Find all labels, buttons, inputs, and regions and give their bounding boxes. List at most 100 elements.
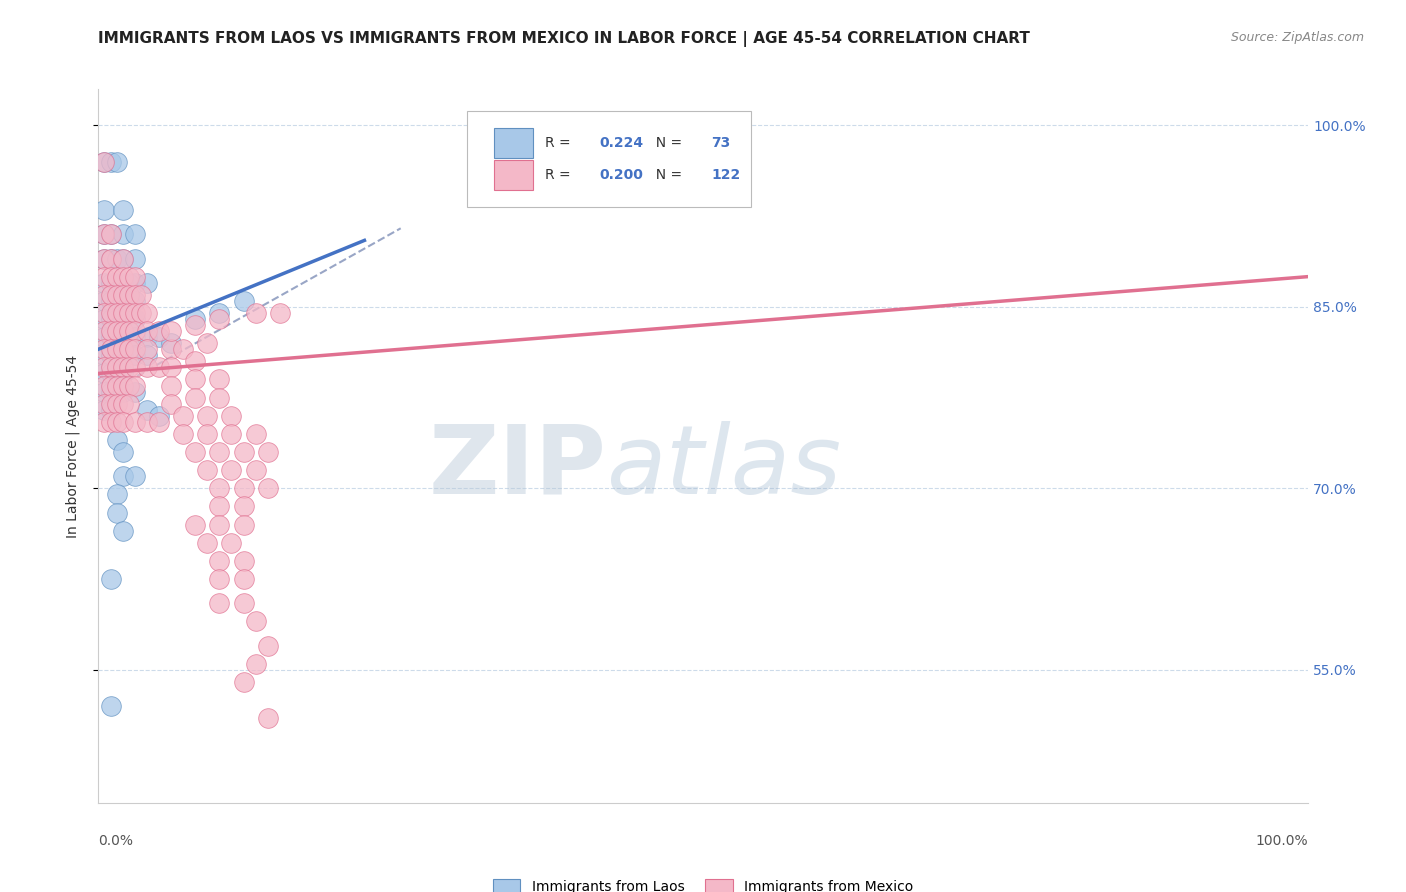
Point — [256, 445, 278, 459]
Point — [208, 500, 231, 514]
Text: 100.0%: 100.0% — [1256, 834, 1308, 848]
Point — [111, 397, 134, 411]
Point — [195, 409, 218, 423]
Point — [118, 276, 141, 290]
Point — [111, 203, 134, 218]
Point — [124, 360, 146, 375]
Point — [148, 360, 170, 375]
Point — [160, 378, 183, 392]
Point — [148, 409, 170, 423]
Point — [160, 343, 183, 357]
Text: 122: 122 — [711, 168, 741, 182]
Point — [111, 306, 134, 320]
Y-axis label: In Labor Force | Age 45-54: In Labor Force | Age 45-54 — [66, 354, 80, 538]
Point — [105, 252, 128, 266]
Point — [129, 288, 152, 302]
Point — [111, 445, 134, 459]
Point — [105, 276, 128, 290]
Point — [100, 348, 122, 362]
Point — [208, 306, 231, 320]
Point — [221, 409, 243, 423]
Point — [135, 330, 157, 344]
Point — [160, 360, 183, 375]
Point — [135, 360, 157, 375]
Point — [111, 360, 134, 375]
Point — [93, 227, 115, 242]
Point — [148, 324, 170, 338]
Point — [105, 397, 128, 411]
Point — [172, 409, 194, 423]
Point — [118, 324, 141, 338]
Point — [93, 367, 115, 381]
Text: ZIP: ZIP — [429, 421, 606, 514]
Bar — [494, 160, 533, 190]
Point — [111, 252, 134, 266]
Point — [100, 397, 122, 411]
Point — [93, 384, 115, 399]
Point — [105, 360, 128, 375]
Point — [232, 572, 254, 586]
Point — [124, 384, 146, 399]
Point — [105, 312, 128, 326]
Point — [124, 252, 146, 266]
Point — [100, 572, 122, 586]
Point — [100, 699, 122, 714]
Point — [135, 324, 157, 338]
Point — [111, 269, 134, 284]
Point — [111, 469, 134, 483]
Point — [124, 293, 146, 308]
Point — [208, 445, 231, 459]
Point — [100, 293, 122, 308]
Point — [124, 469, 146, 483]
Point — [124, 343, 146, 357]
Point — [105, 343, 128, 357]
Point — [208, 572, 231, 586]
Point — [93, 343, 115, 357]
Point — [93, 293, 115, 308]
Point — [256, 481, 278, 495]
Point — [111, 330, 134, 344]
Point — [135, 348, 157, 362]
Point — [93, 154, 115, 169]
Text: 0.0%: 0.0% — [98, 834, 134, 848]
Text: 0.200: 0.200 — [599, 168, 643, 182]
Point — [256, 639, 278, 653]
Point — [93, 252, 115, 266]
Point — [208, 481, 231, 495]
Point — [124, 276, 146, 290]
Point — [245, 426, 267, 441]
Point — [93, 402, 115, 417]
Point — [184, 445, 207, 459]
Point — [208, 596, 231, 610]
Point — [256, 711, 278, 725]
Point — [184, 318, 207, 332]
Point — [111, 367, 134, 381]
Point — [93, 348, 115, 362]
Point — [105, 433, 128, 447]
Point — [118, 360, 141, 375]
Point — [93, 378, 115, 392]
Point — [111, 312, 134, 326]
Point — [105, 154, 128, 169]
Text: 0.224: 0.224 — [599, 136, 643, 150]
Point — [208, 312, 231, 326]
Point — [135, 343, 157, 357]
Point — [105, 506, 128, 520]
Point — [118, 269, 141, 284]
Point — [100, 324, 122, 338]
Point — [124, 348, 146, 362]
Point — [129, 306, 152, 320]
Point — [100, 276, 122, 290]
Point — [105, 415, 128, 429]
Point — [160, 397, 183, 411]
Point — [221, 463, 243, 477]
Point — [105, 487, 128, 501]
Point — [111, 276, 134, 290]
Point — [184, 312, 207, 326]
Point — [111, 415, 134, 429]
Point — [208, 372, 231, 386]
Point — [100, 252, 122, 266]
Point — [232, 554, 254, 568]
Point — [208, 554, 231, 568]
Point — [124, 269, 146, 284]
